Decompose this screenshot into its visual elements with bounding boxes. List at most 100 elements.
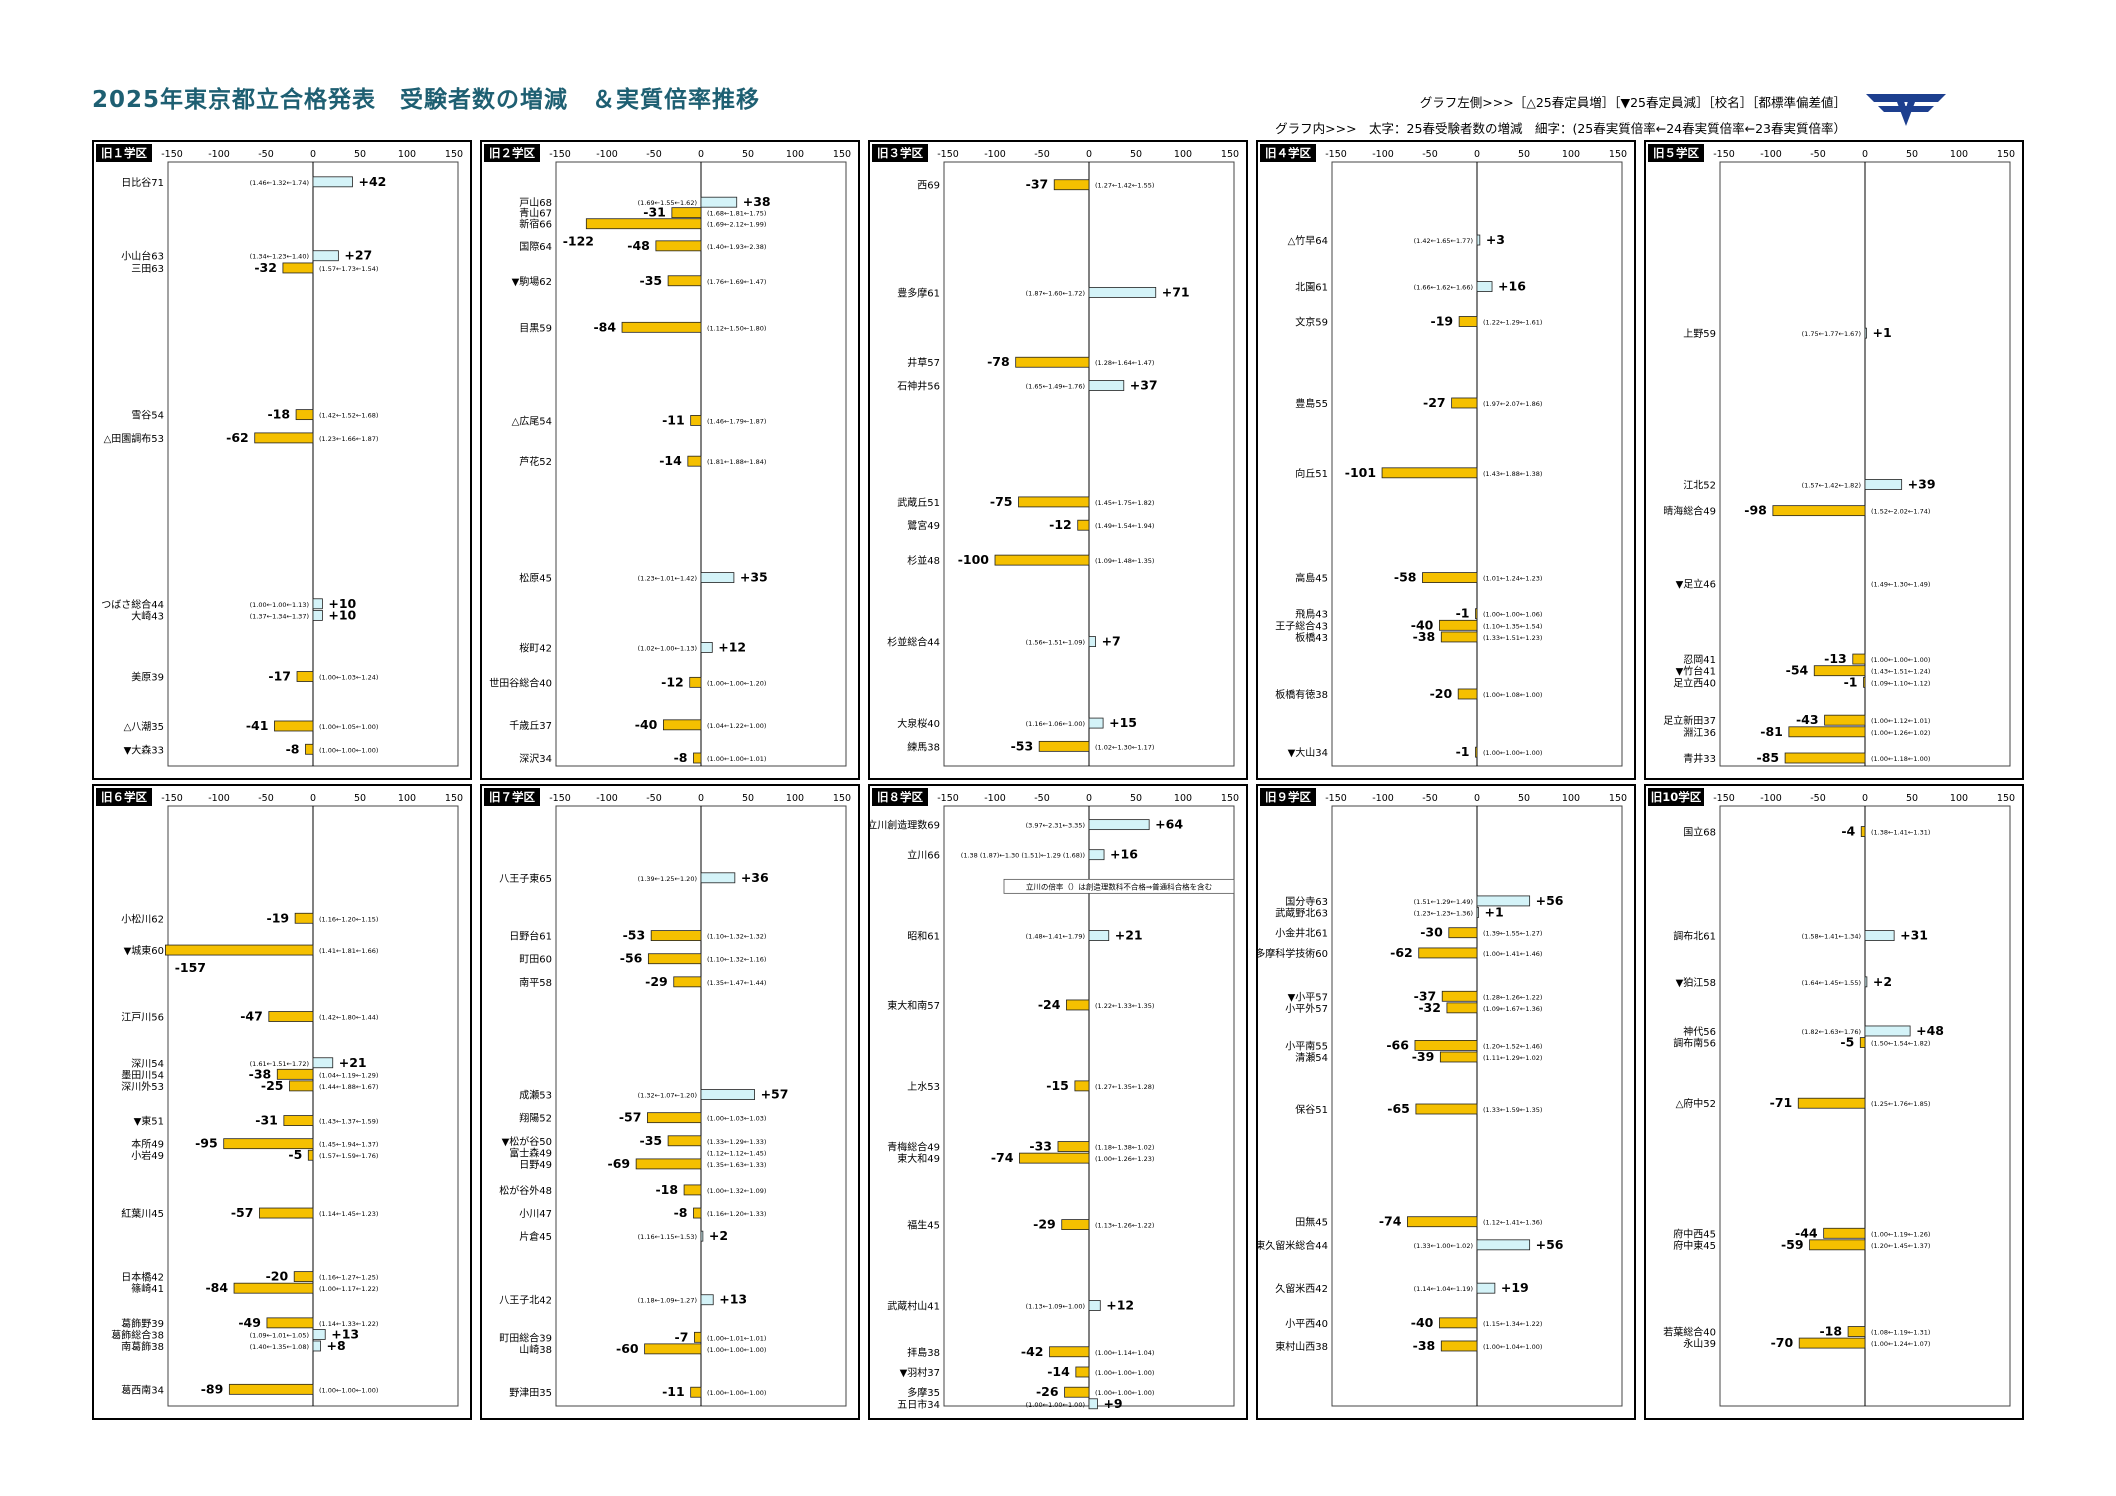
bar-increase bbox=[312, 610, 323, 621]
ratio-label: (1.16←1.06←1.00) bbox=[1026, 720, 1085, 728]
bar-decrease bbox=[305, 743, 314, 755]
x-tick-label: -100 bbox=[208, 149, 230, 160]
value-label: -74 bbox=[1379, 1214, 1402, 1229]
bar-decrease bbox=[1440, 631, 1478, 643]
district-header-bg bbox=[96, 788, 152, 806]
ratio-label: (1.00←1.00←1.00) bbox=[1095, 1369, 1154, 1377]
bar-increase bbox=[700, 1230, 704, 1242]
ratio-label: (1.43←1.51←1.24) bbox=[1871, 668, 1930, 676]
bar-increase bbox=[700, 872, 736, 884]
district-panel: 旧７学区 -150 -100 -50 0 50 100 150 八王子東65 +36 (1.39←1… bbox=[480, 784, 860, 1420]
value-label: -38 bbox=[249, 1066, 272, 1081]
x-tick-label: 0 bbox=[310, 793, 316, 804]
school-label: 神代56 bbox=[1683, 1025, 1716, 1038]
bar-decrease bbox=[1038, 740, 1090, 752]
bar-decrease bbox=[1018, 496, 1090, 508]
bar-decrease bbox=[690, 415, 702, 426]
bar-decrease bbox=[307, 1149, 314, 1161]
value-label: +37 bbox=[1130, 378, 1158, 393]
ratio-label: (1.00←1.12←1.01) bbox=[1871, 717, 1930, 725]
school-label: 豊島55 bbox=[1295, 397, 1328, 410]
bar-decrease bbox=[1414, 1040, 1478, 1051]
x-tick-label: -100 bbox=[1372, 149, 1394, 160]
bar-increase bbox=[1476, 1239, 1531, 1251]
bar-decrease bbox=[1784, 752, 1866, 764]
value-label: -20 bbox=[266, 1269, 289, 1284]
value-label: -43 bbox=[1796, 712, 1819, 727]
x-tick-label: 100 bbox=[398, 149, 416, 160]
school-label: 晴海総合49 bbox=[1663, 505, 1716, 518]
bar-decrease bbox=[1451, 397, 1478, 409]
school-label: 紅葉川45 bbox=[121, 1207, 164, 1220]
bar-decrease bbox=[690, 1386, 702, 1398]
x-tick-label: -50 bbox=[1422, 149, 1438, 160]
district-panel: 旧８学区 -150 -100 -50 0 50 100 150 立川の倍率（）は創造理数科不合格… bbox=[868, 784, 1248, 1420]
value-label: +48 bbox=[1916, 1023, 1944, 1038]
x-tick-label: -150 bbox=[161, 793, 183, 804]
value-label: +13 bbox=[719, 1292, 747, 1307]
bar-decrease bbox=[647, 953, 702, 965]
ratio-label: (1.00←1.04←1.00) bbox=[1483, 1343, 1542, 1351]
ratio-label: (1.50←1.54←1.82) bbox=[1871, 1040, 1930, 1048]
bar-increase bbox=[700, 572, 735, 583]
school-label: ▼駒場62 bbox=[512, 275, 552, 288]
value-label: -33 bbox=[1029, 1139, 1052, 1154]
x-tick-label: 100 bbox=[786, 149, 804, 160]
value-label: -38 bbox=[1413, 1338, 1436, 1353]
bar-decrease bbox=[274, 720, 314, 732]
ratio-label: (1.16←1.27←1.25) bbox=[319, 1274, 378, 1282]
x-tick-label: 150 bbox=[445, 149, 463, 160]
ratio-label: (1.09←1.01←1.05) bbox=[250, 1331, 309, 1339]
ratio-label: (3.97←2.31←3.35) bbox=[1026, 822, 1085, 830]
school-label: 板橋有徳38 bbox=[1275, 688, 1328, 701]
value-label: -42 bbox=[1021, 1344, 1044, 1359]
bar-decrease bbox=[667, 275, 702, 287]
ratio-label: (1.81←1.88←1.84) bbox=[707, 458, 766, 466]
value-label: -44 bbox=[1795, 1225, 1818, 1240]
bar-decrease bbox=[1415, 1103, 1478, 1115]
school-label: 富士森49 bbox=[509, 1146, 552, 1159]
school-label: 大泉桜40 bbox=[897, 717, 940, 730]
bar-decrease bbox=[1057, 1141, 1090, 1152]
bar-decrease bbox=[1852, 653, 1866, 665]
legend-left-side: グラフ左側>>>［△25春定員増］［▼25春定員減］［校名］［都標準偏差値］ bbox=[1419, 95, 1846, 110]
value-label: -29 bbox=[645, 974, 668, 989]
ratio-label: (1.33←1.59←1.35) bbox=[1483, 1106, 1542, 1114]
bar-decrease bbox=[1074, 1080, 1090, 1092]
ratio-label: (1.40←1.35←1.08) bbox=[250, 1343, 309, 1351]
school-label: 野津田35 bbox=[509, 1387, 552, 1399]
x-tick-label: 100 bbox=[786, 793, 804, 804]
value-label: -32 bbox=[254, 260, 277, 275]
x-tick-label: 50 bbox=[1518, 793, 1530, 804]
value-label: +8 bbox=[327, 1338, 346, 1353]
value-label: -17 bbox=[268, 669, 291, 684]
ratio-label: (1.00←1.01←1.01) bbox=[707, 1334, 766, 1342]
x-tick-label: 150 bbox=[1997, 149, 2015, 160]
ratio-label: (1.43←1.37←1.59) bbox=[319, 1118, 378, 1126]
school-label: △竹早64 bbox=[1288, 234, 1328, 247]
bar-increase bbox=[700, 1089, 755, 1100]
x-tick-label: -100 bbox=[596, 793, 618, 804]
value-label: -75 bbox=[990, 494, 1013, 509]
value-label: +21 bbox=[1115, 928, 1143, 943]
bar-decrease bbox=[289, 1080, 314, 1092]
value-label: -13 bbox=[1824, 651, 1847, 666]
ratio-label: (1.97←2.07←1.86) bbox=[1483, 400, 1542, 408]
ratio-label: (1.33←1.29←1.33) bbox=[707, 1138, 766, 1146]
bar-decrease bbox=[165, 944, 314, 956]
district-title: 旧６学区 bbox=[101, 790, 147, 804]
district-title: 旧３学区 bbox=[877, 146, 923, 160]
school-label: 福生45 bbox=[907, 1219, 940, 1232]
ratio-label: (1.00←1.00←1.00) bbox=[707, 1346, 766, 1354]
district-header-bg bbox=[484, 144, 540, 162]
x-tick-label: -100 bbox=[1760, 793, 1782, 804]
value-label: -122 bbox=[563, 234, 594, 249]
value-label: -62 bbox=[226, 430, 249, 445]
value-label: +3 bbox=[1486, 232, 1505, 247]
value-label: +1 bbox=[1873, 325, 1892, 340]
bar-increase bbox=[312, 1340, 321, 1352]
ratio-label: (1.49←1.54←1.94) bbox=[1095, 522, 1154, 530]
value-label: -101 bbox=[1345, 465, 1376, 480]
ratio-label: (1.08←1.19←1.31) bbox=[1871, 1329, 1930, 1337]
district-title: 旧１学区 bbox=[101, 146, 147, 160]
